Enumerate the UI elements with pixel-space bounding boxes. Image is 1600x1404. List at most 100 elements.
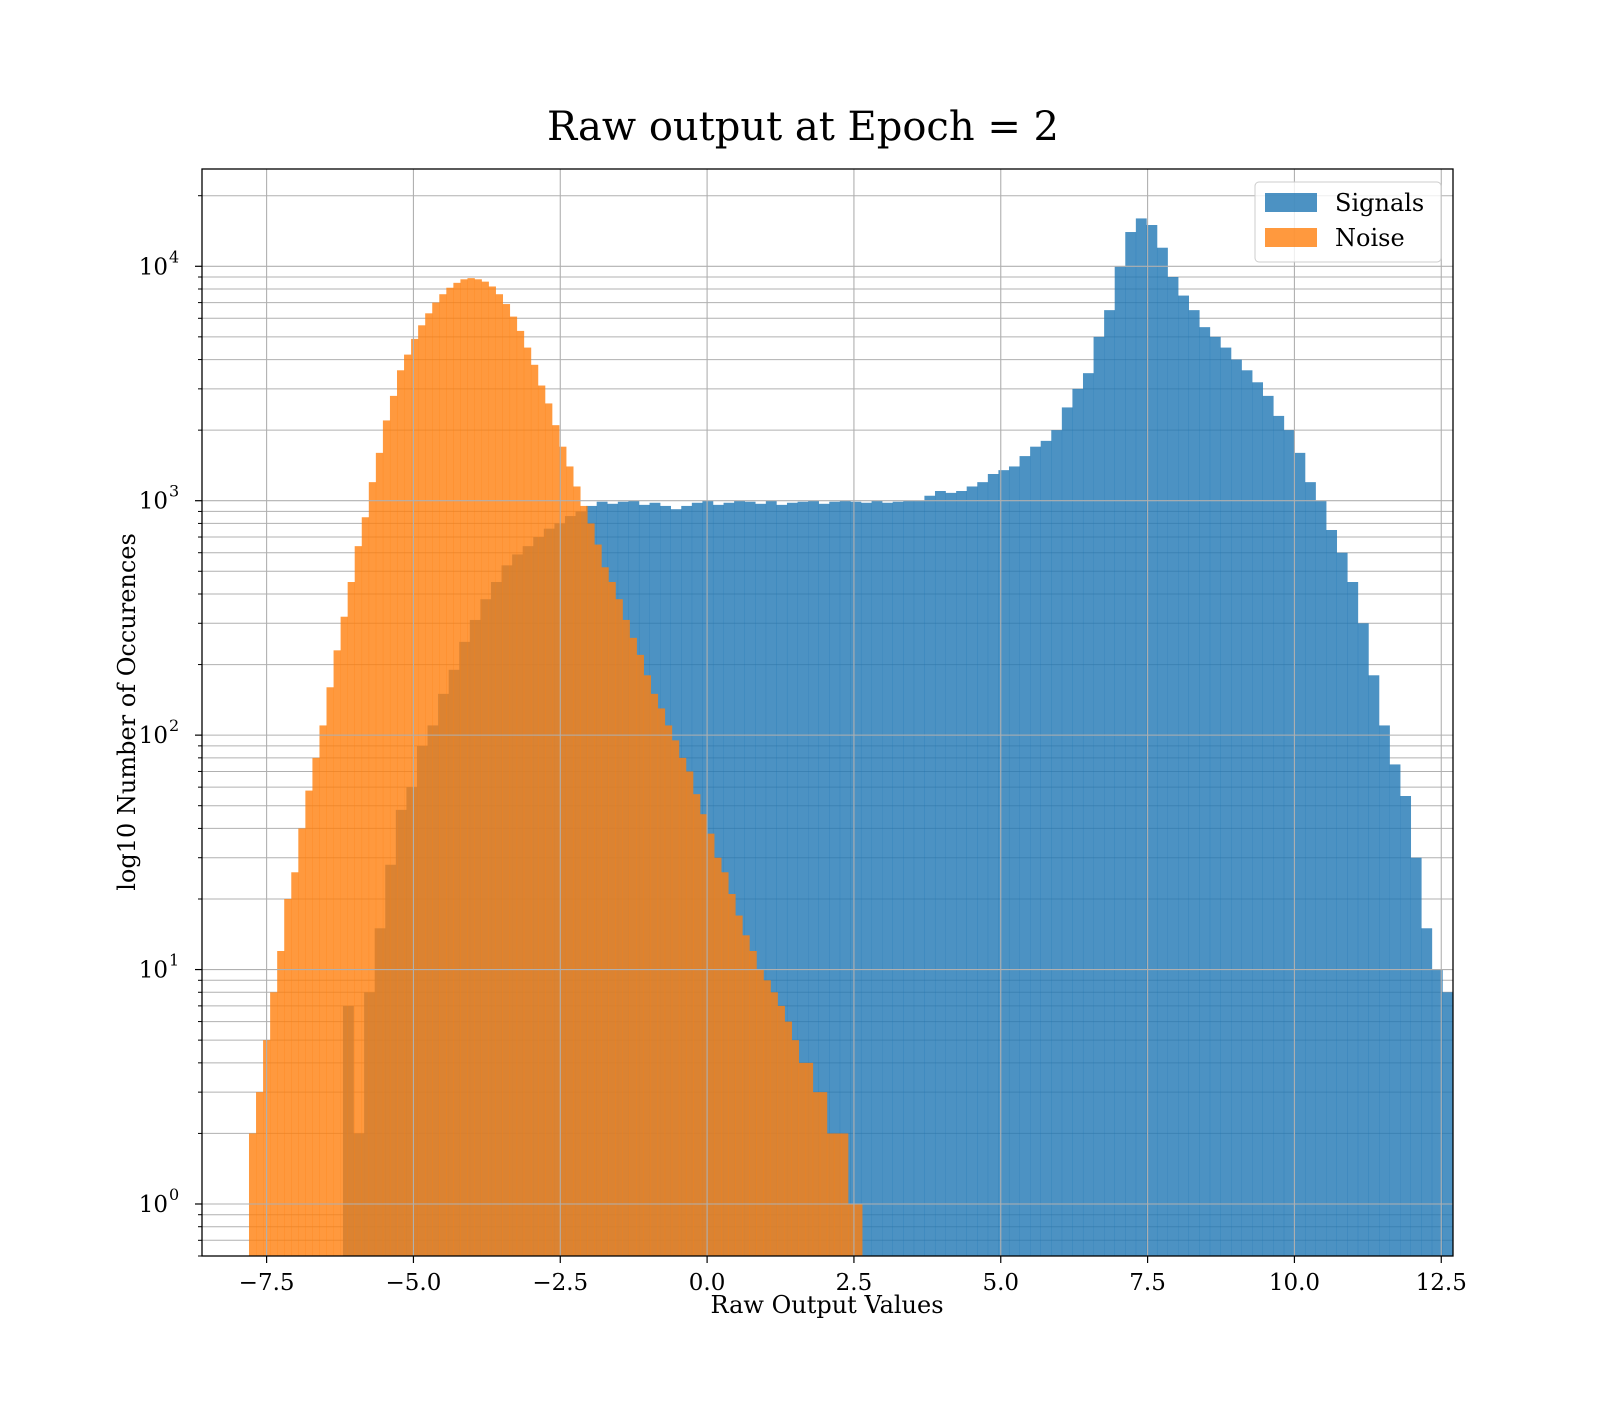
noise-bar	[530, 364, 539, 1256]
x-tick-label: −7.5	[239, 1270, 295, 1296]
signals-bar	[808, 500, 819, 1256]
signals-bar	[1241, 370, 1253, 1256]
noise-bar	[439, 294, 447, 1256]
signals-bar	[1040, 440, 1052, 1257]
signals-bar	[1294, 452, 1306, 1257]
noise-bar	[812, 1092, 821, 1256]
signals-bar	[1230, 359, 1242, 1257]
noise-bar	[537, 385, 546, 1256]
noise-bar	[396, 370, 405, 1256]
signals-bar	[1368, 675, 1380, 1256]
noise-bar	[594, 544, 602, 1256]
signals-bar	[786, 502, 798, 1256]
y-tick-label: 10	[139, 723, 168, 749]
y-tick-exponent: 1	[169, 951, 179, 970]
x-axis-ticks: −7.5 −5.0 −2.5 0.0 2.5 5.0 7.5 10.0 12.5	[239, 1256, 1467, 1296]
signals-bar	[1051, 430, 1063, 1256]
x-tick-label: −5.0	[386, 1270, 442, 1296]
y-tick-label: 10	[139, 1192, 168, 1218]
signals-bar	[723, 502, 735, 1256]
signals-bar	[892, 501, 904, 1257]
signals-bar	[1167, 277, 1179, 1256]
noise-bar	[326, 687, 334, 1256]
x-tick-label: 2.5	[836, 1270, 873, 1296]
noise-bar	[643, 675, 652, 1256]
noise-bar	[544, 403, 553, 1256]
noise-bar	[467, 278, 475, 1256]
signals-bar	[1252, 382, 1264, 1256]
signals-bar	[1315, 500, 1327, 1256]
noise-bar	[248, 1133, 257, 1256]
noise-bar	[305, 790, 313, 1256]
signals-bar	[1421, 928, 1433, 1256]
legend-swatch-signals	[1265, 193, 1317, 212]
noise-bar	[848, 1203, 856, 1256]
x-axis-label: Raw Output Values	[710, 1291, 943, 1319]
plot-frame	[201, 168, 1454, 1257]
y-tick-label: 10	[139, 254, 168, 280]
noise-bar	[333, 650, 341, 1256]
signals-bar	[977, 482, 989, 1256]
noise-bar	[256, 1092, 264, 1256]
noise-bar	[446, 287, 454, 1256]
signals-bar	[1209, 336, 1221, 1256]
signals-bar	[1135, 218, 1147, 1256]
signals-bar	[776, 504, 788, 1256]
chart-title: Raw output at Epoch = 2	[547, 104, 1059, 150]
signals-bar	[1030, 446, 1041, 1257]
noise-bar	[284, 898, 292, 1256]
signals-bar	[945, 492, 957, 1256]
noise-bar	[347, 582, 356, 1256]
signals-bar	[1125, 232, 1137, 1257]
noise-bar	[601, 567, 609, 1256]
signals-bar	[1273, 415, 1285, 1256]
y-tick-label: 10	[139, 489, 168, 515]
noise-bar	[453, 282, 461, 1256]
noise-bar	[559, 446, 567, 1257]
noise-bar	[319, 725, 327, 1256]
signals-bar	[765, 500, 777, 1256]
noise-bar	[291, 872, 299, 1256]
signals-bar	[744, 501, 756, 1257]
signals-bar	[987, 473, 999, 1257]
signals-bar	[1104, 310, 1116, 1256]
noise-bar	[805, 1062, 814, 1256]
signals-bar	[839, 500, 851, 1256]
signals-bar	[913, 500, 925, 1256]
noise-bar	[312, 757, 320, 1256]
signals-bar	[1199, 327, 1211, 1257]
noise-bar	[784, 1021, 792, 1256]
signals-bar	[734, 500, 745, 1256]
noise-bar	[707, 833, 715, 1256]
noise-bar	[516, 330, 525, 1256]
noise-bar	[615, 599, 623, 1256]
noise-bar	[756, 969, 764, 1256]
noise-bars	[248, 278, 863, 1257]
noise-bar	[361, 517, 370, 1256]
signals-bar	[966, 486, 978, 1256]
noise-bar	[270, 992, 278, 1256]
noise-bar	[749, 951, 757, 1256]
noise-bar	[714, 857, 722, 1256]
x-tick-label: 7.5	[1129, 1270, 1166, 1296]
signals-bar	[956, 491, 967, 1256]
signals-bar	[1357, 623, 1369, 1256]
noise-bar	[833, 1133, 842, 1256]
signals-bar	[1019, 456, 1031, 1256]
signals-bar	[860, 502, 872, 1256]
signals-bar	[1378, 725, 1390, 1256]
x-tick-label: 12.5	[1416, 1270, 1467, 1296]
signals-bar	[1304, 482, 1316, 1256]
noise-bar	[657, 708, 666, 1256]
noise-bar	[573, 486, 581, 1256]
noise-bar	[629, 637, 637, 1256]
noise-bar	[742, 935, 750, 1256]
signals-bar	[797, 501, 809, 1257]
noise-bar	[855, 1203, 863, 1256]
x-tick-label: −2.5	[532, 1270, 588, 1296]
signals-bar	[1442, 992, 1454, 1256]
noise-bar	[340, 616, 348, 1256]
noise-bar	[389, 395, 398, 1256]
major-gridlines	[202, 169, 1453, 1256]
